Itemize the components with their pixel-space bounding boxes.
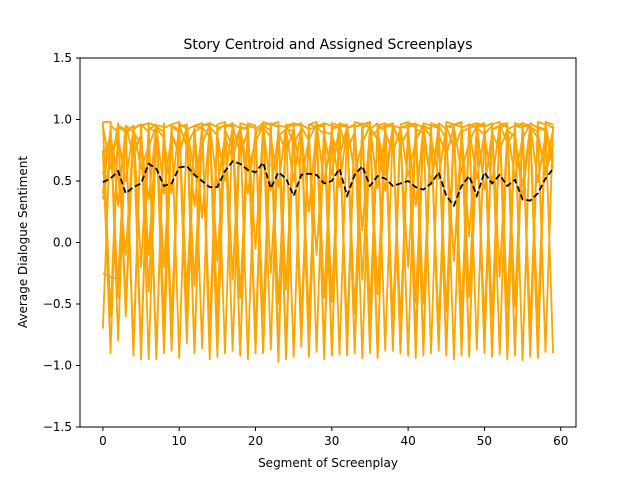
x-axis-label: Segment of Screenplay [258, 456, 398, 470]
centroid-line [102, 160, 554, 208]
y-axis-label: Average Dialogue Sentiment [16, 156, 30, 328]
y-tick-label: 0.5 [53, 174, 72, 188]
x-tick-label: 30 [324, 434, 339, 448]
y-tick-label: −1.5 [43, 420, 72, 434]
x-tick-label: 0 [99, 434, 107, 448]
screenplay-line-7 [102, 122, 554, 325]
y-axis: −1.5 −1.0 −0.5 0.0 0.5 1.0 1.5 [43, 51, 80, 434]
x-tick-label: 40 [400, 434, 415, 448]
x-tick-label: 50 [477, 434, 492, 448]
x-axis: 0 10 20 30 40 50 60 [99, 427, 568, 448]
series-layer [101, 121, 555, 363]
centroid-layer [102, 160, 554, 208]
x-tick-label: 20 [248, 434, 263, 448]
y-tick-label: −0.5 [43, 297, 72, 311]
x-tick-label: 60 [553, 434, 568, 448]
y-tick-label: 0.0 [53, 236, 72, 250]
chart-title: Story Centroid and Assigned Screenplays [183, 37, 472, 53]
screenplay-line-10 [102, 123, 554, 200]
x-tick-label: 10 [172, 434, 187, 448]
screenplay-line-9 [101, 121, 555, 362]
y-tick-label: −1.0 [43, 359, 72, 373]
y-tick-label: 1.0 [53, 113, 72, 127]
y-tick-label: 1.5 [53, 51, 72, 65]
